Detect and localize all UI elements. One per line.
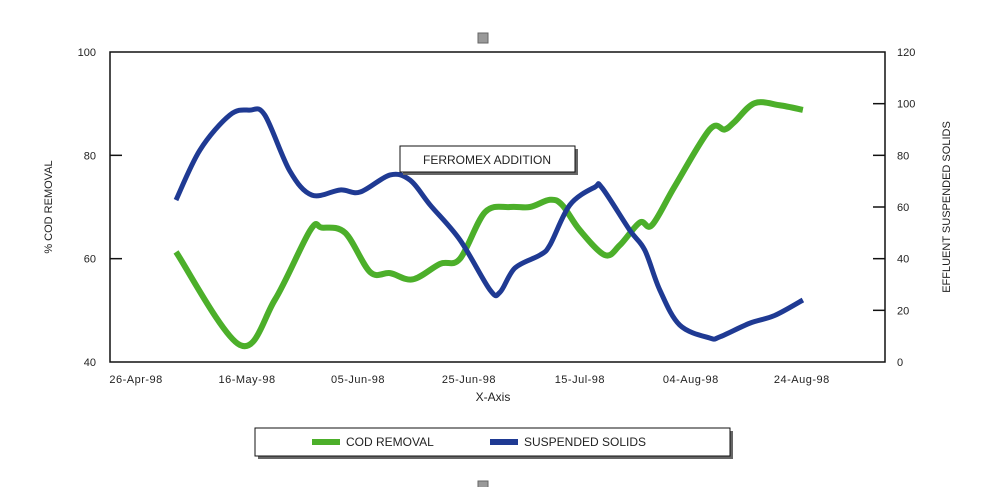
annotation-text: FERROMEX ADDITION — [423, 153, 551, 167]
right-tick-label: 0 — [897, 357, 903, 369]
x-tick-label: 25-Jun-98 — [442, 374, 496, 386]
left-axis-label: % COD REMOVAL — [43, 160, 55, 253]
annotation-box — [399, 145, 576, 173]
series-line-suspended-solids — [173, 106, 805, 342]
resize-handle-bottom[interactable] — [477, 480, 489, 487]
left-tick-label: 100 — [78, 47, 96, 59]
left-tick-label: 60 — [84, 254, 96, 266]
left-tick-label: 80 — [84, 150, 96, 162]
x-axis-label: X-Axis — [476, 390, 511, 404]
x-tick-label: 16-May-98 — [218, 374, 275, 386]
legend-label-cod: COD REMOVAL — [346, 435, 434, 449]
right-tick-label: 120 — [897, 47, 915, 59]
x-tick-label: 05-Jun-98 — [331, 374, 385, 386]
right-axis-label: EFFLUENT SUSPENDED SOLIDS — [941, 121, 953, 293]
x-tick-label: 15-Jul-98 — [555, 374, 605, 386]
x-tick-label: 04-Aug-98 — [663, 374, 719, 386]
x-tick-label: 24-Aug-98 — [774, 374, 830, 386]
right-tick-label: 60 — [897, 202, 909, 214]
legend-label-ss: SUSPENDED SOLIDS — [524, 435, 646, 449]
right-tick-label: 40 — [897, 254, 909, 266]
resize-handle-top[interactable] — [477, 32, 489, 44]
right-tick-label: 100 — [897, 99, 915, 111]
x-tick-label: 26-Apr-98 — [109, 374, 162, 386]
right-tick-label: 20 — [897, 305, 909, 317]
right-tick-label: 80 — [897, 150, 909, 162]
left-tick-label: 40 — [84, 357, 96, 369]
series-line-cod-removal — [173, 99, 804, 350]
